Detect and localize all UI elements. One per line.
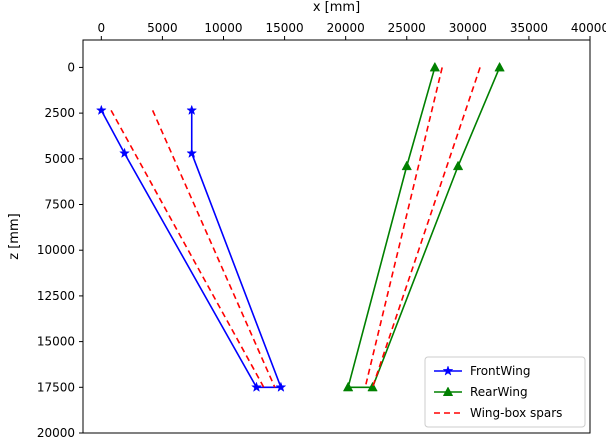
frontwing-point-1 (119, 147, 131, 158)
axes: 0 5000 10000 15000 20000 25000 30000 35000 40000… (7, 0, 606, 440)
legend-marker-rearwing (442, 386, 454, 396)
x-axis-label: x [mm] (313, 0, 360, 15)
x-tick-label-2: 10000 (204, 21, 242, 35)
y-tick-label-0: 0 (67, 60, 75, 74)
rearwing-point-3 (367, 381, 378, 392)
rearwing-line (347, 67, 501, 389)
frontwing-point-4 (186, 147, 198, 158)
y-tick-label-4: 10000 (37, 243, 75, 257)
y-tick-label-2: 5000 (44, 152, 75, 166)
y-tick-label-6: 15000 (37, 335, 75, 349)
frontwing-point-0 (95, 104, 107, 116)
y-tick-label-8: 20000 (37, 426, 75, 440)
rearwing-point-1 (401, 160, 412, 171)
rearwing-point-5 (494, 61, 505, 72)
x-tick-label-1: 5000 (147, 21, 178, 35)
frontwing-point-3 (275, 381, 287, 392)
x-tick-label-8: 40000 (571, 21, 606, 35)
x-tick-label-5: 25000 (388, 21, 426, 35)
x-tick-label-6: 30000 (449, 21, 487, 35)
y-tick-label-3: 7500 (44, 198, 75, 212)
y-tick-label-5: 12500 (37, 289, 75, 303)
legend-box (424, 356, 586, 428)
x-tick-label-7: 35000 (510, 21, 548, 35)
wing-box-spars-segment-0 (110, 109, 265, 388)
rearwing-point-4 (452, 160, 464, 171)
wing-box-spars-segment-2 (364, 67, 443, 388)
x-tick-label-4: 20000 (327, 21, 365, 35)
legend-marker-frontwing (442, 365, 454, 376)
frontwing-point-5 (186, 104, 198, 116)
x-tick-label-3: 15000 (265, 21, 303, 35)
legend-label-rearwing: RearWing (470, 385, 528, 399)
y-axis-label: z [mm] (7, 213, 22, 259)
legend: FrontWing RearWing Wing-box spars (424, 356, 586, 428)
frontwing-point-2 (250, 381, 262, 392)
frontwing-line (100, 109, 283, 389)
rearwing-point-0 (429, 61, 441, 72)
wing-box-spars-segment-3 (371, 67, 481, 388)
legend-label-frontwing: FrontWing (470, 364, 531, 378)
rearwing-point-2 (342, 381, 354, 392)
x-tick-label-0: 0 (98, 21, 106, 35)
series-group (95, 61, 505, 392)
legend-label-wing-box-spars: Wing-box spars (470, 406, 562, 420)
plot-frame (82, 39, 591, 434)
y-tick-label-1: 2500 (44, 106, 75, 120)
y-tick-label-7: 17500 (37, 380, 75, 394)
wing-box-spars-segment-1 (151, 110, 276, 388)
plot-area (95, 61, 505, 392)
